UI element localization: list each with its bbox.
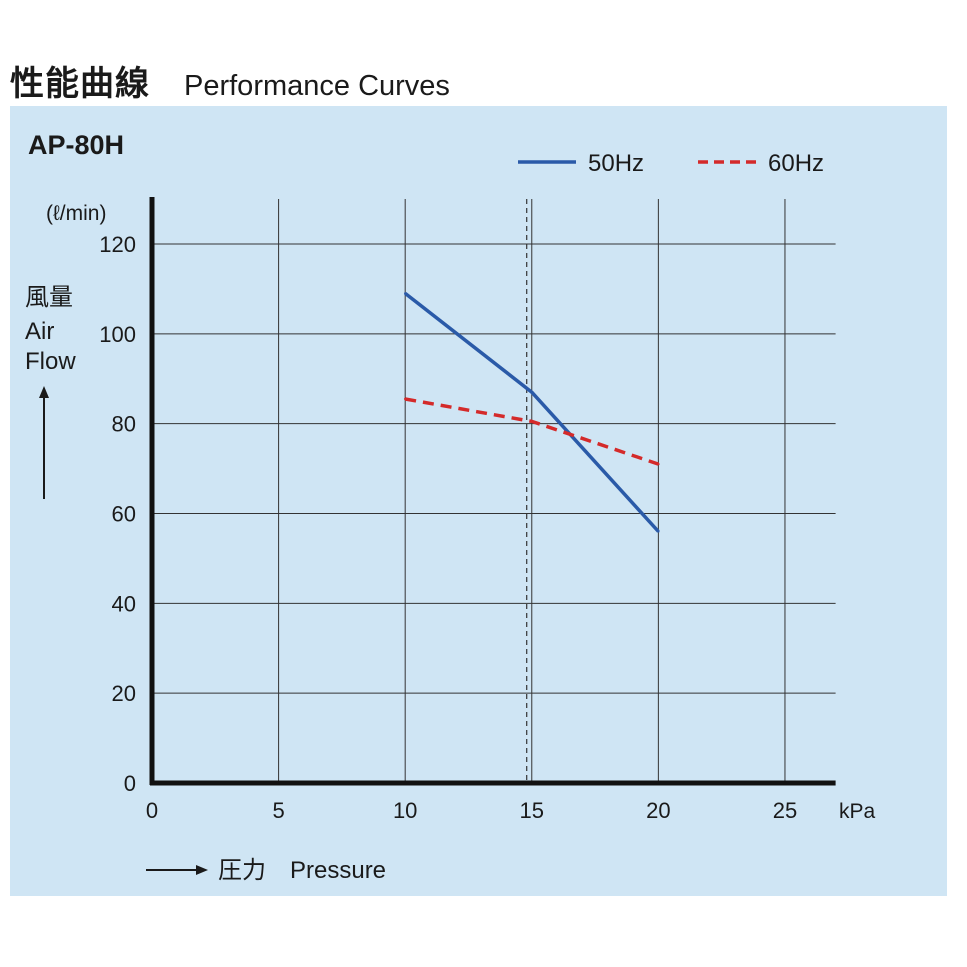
x-unit-label: kPa (839, 800, 876, 823)
legend-item-60hz: 60Hz (698, 150, 824, 177)
data-point-60hz-0 (403, 397, 407, 401)
y-label-flow: Flow (25, 348, 76, 375)
x-axis-arrow-icon (146, 865, 208, 875)
y-tick-label: 60 (112, 502, 136, 527)
y-tick-label: 40 (112, 591, 136, 616)
title-japanese: 性能曲線 (10, 64, 150, 104)
data-point-60hz-1 (530, 420, 533, 423)
x-tick-label: 25 (773, 798, 797, 823)
page-header: 性能曲線 Performance Curves (10, 56, 450, 105)
y-tick-label: 120 (99, 232, 136, 257)
x-tick-label: 10 (393, 798, 417, 823)
x-tick-label: 15 (520, 798, 544, 823)
y-unit-label: (ℓ/min) (46, 202, 106, 225)
y-tick-label: 80 (112, 412, 136, 437)
y-axis-arrow-icon (39, 386, 49, 499)
y-label-air: Air (25, 318, 54, 345)
chart-title: AP-80H (28, 130, 124, 160)
legend-item-50hz: 50Hz (518, 150, 644, 177)
x-tick-label: 5 (272, 798, 284, 823)
y-label-jp: 風量 (25, 283, 73, 311)
chart-panel: AP-80H (ℓ/min) 風量 Air Flow 圧力 Pressure k… (10, 106, 947, 896)
data-point-50hz-2 (657, 530, 660, 533)
performance-chart: AP-80H (ℓ/min) 風量 Air Flow 圧力 Pressure k… (25, 130, 876, 884)
x-axis-label: 圧力 Pressure (218, 857, 386, 884)
y-tick-label: 20 (112, 681, 136, 706)
x-tick-label: 20 (646, 798, 670, 823)
legend-label-50hz: 50Hz (588, 150, 644, 177)
data-point-50hz-1 (530, 391, 533, 394)
x-tick-label: 0 (146, 798, 158, 823)
y-tick-label: 0 (124, 771, 136, 796)
title-english: Performance Curves (184, 70, 450, 102)
legend-label-60hz: 60Hz (768, 150, 824, 177)
data-point-60hz-2 (657, 462, 660, 466)
data-point-50hz-0 (403, 292, 407, 295)
y-tick-label: 100 (99, 322, 136, 347)
